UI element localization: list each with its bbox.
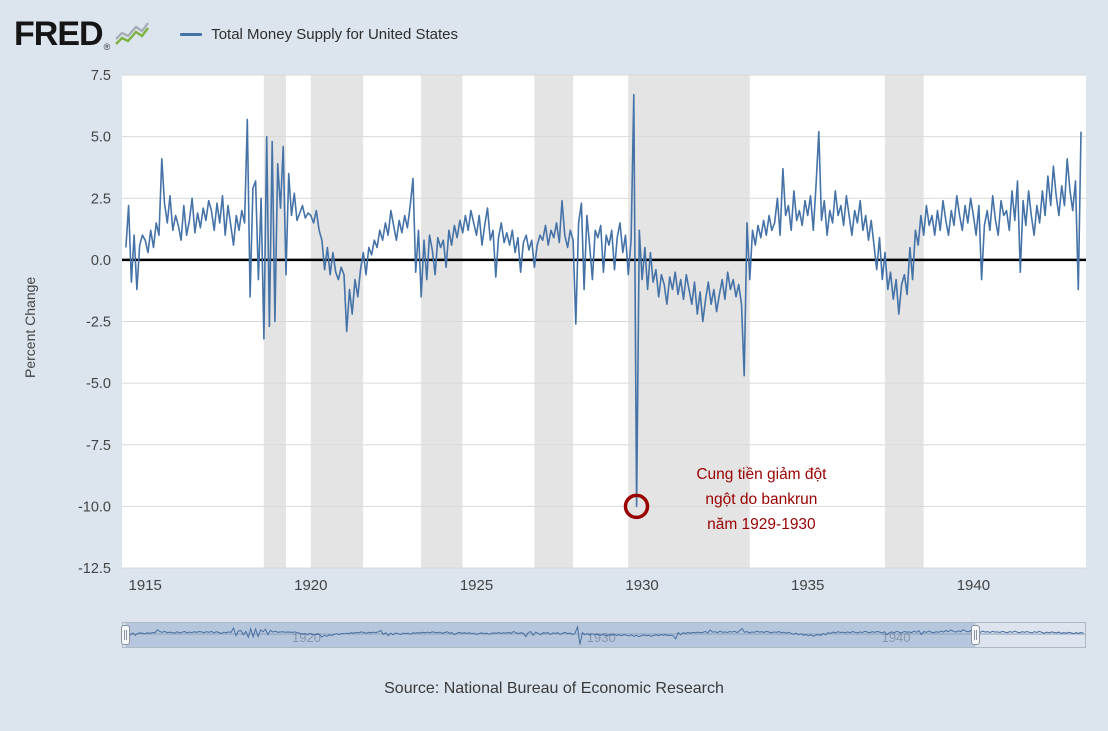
x-tick-label: 1935	[791, 577, 824, 594]
source-attribution: Source: National Bureau of Economic Rese…	[384, 680, 724, 697]
chart-legend: Total Money Supply for United States	[180, 26, 458, 43]
annotation-text: năm 1929-1930	[707, 516, 816, 533]
y-tick-label: 0.0	[91, 253, 111, 269]
y-tick-label: -10.0	[78, 499, 111, 515]
chart-header: FRED ® Total Money Supply for United Sta…	[14, 12, 458, 56]
date-range-slider[interactable]: 1920 1930 1940	[121, 622, 1086, 648]
data-line	[125, 93, 1082, 508]
x-tick-label: 1915	[129, 577, 162, 594]
y-tick-label: 5.0	[91, 130, 111, 146]
annotation-text: Cung tiền giảm đột	[696, 466, 827, 483]
slider-year-label: 1920	[292, 630, 321, 645]
x-tick-label: 1940	[957, 577, 990, 594]
slider-sparkline	[125, 625, 1084, 645]
y-tick-label: 7.5	[91, 68, 111, 84]
annotation-circle	[623, 493, 650, 520]
y-tick-label: -12.5	[78, 561, 111, 577]
y-tick-label: 2.5	[91, 191, 111, 207]
y-tick-label: -5.0	[86, 376, 111, 392]
fred-logo: FRED	[14, 15, 104, 53]
registered-trademark: ®	[103, 42, 111, 52]
chart-canvas[interactable]: 7.5 5.0 2.5 0.0 -2.5 -5.0 -7.5 -10.0 -12.5 1915 19…	[0, 60, 1108, 610]
y-tick-label: -7.5	[86, 438, 111, 454]
x-tick-label: 1920	[294, 577, 327, 594]
legend-series-label: Total Money Supply for United States	[211, 25, 458, 43]
legend-line-marker	[180, 32, 203, 36]
fred-sparkline-icon	[115, 22, 150, 45]
x-tick-label: 1930	[625, 577, 658, 594]
slider-minimap: 1920 1930 1940	[122, 622, 1086, 648]
y-tick-label: -2.5	[86, 315, 111, 331]
annotation-text: ngột do bankrun	[705, 491, 817, 508]
x-tick-label: 1925	[460, 577, 493, 594]
slider-right-handle[interactable]	[971, 625, 981, 645]
slider-year-label: 1930	[587, 630, 616, 645]
slider-left-handle[interactable]	[121, 625, 131, 645]
